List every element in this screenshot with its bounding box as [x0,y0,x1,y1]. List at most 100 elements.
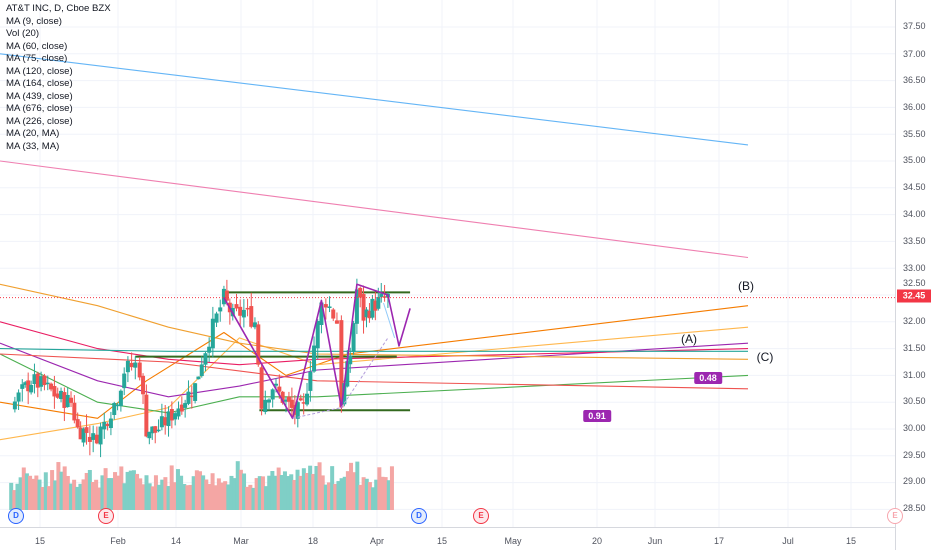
volume-bar [50,470,55,510]
time-axis[interactable] [0,527,895,551]
candle-body [137,362,142,378]
indicator-ma-9[interactable]: MA (9, close) [6,15,62,27]
volume-bar [163,477,168,510]
indicator-volume[interactable]: Vol (20) [6,28,40,39]
candle-body [323,304,328,308]
volume-bar [223,481,228,510]
volume-bar [153,475,158,510]
candle-body [354,289,359,324]
volume-bar [194,470,199,510]
volume-bar [254,478,259,510]
volume-bar [68,483,73,510]
earnings-event-icon[interactable]: E [887,508,903,524]
volume-bar [323,484,328,510]
candle-body [301,402,306,404]
volume-bar [292,479,297,510]
candle-body [129,362,134,368]
ratio-label: 0.91 [583,410,611,422]
price-tick: 34.00 [903,209,926,219]
volume-bar [352,472,357,510]
candle-body [342,383,347,405]
time-tick: 15 [845,536,857,546]
candle-body [256,324,261,365]
volume-bar [119,466,124,510]
moving-average-line [0,342,749,398]
time-tick: Mar [233,536,249,546]
indicator-ma-164[interactable]: MA (164, close) [6,78,73,89]
candle-body [98,426,103,445]
candle-body [348,355,353,365]
candle-body [376,297,381,309]
candle-body [72,402,77,421]
candle-body [361,294,366,321]
indicator-ma-60[interactable]: MA (60, close) [6,40,68,52]
volume-bar [40,486,45,510]
volume-bar [169,465,174,510]
moving-average-line [0,53,749,146]
volume-bar [109,478,114,510]
indicator-ma-439[interactable]: MA (439, close) [6,90,73,102]
candle-body [26,380,31,392]
candle-body [176,408,181,417]
last-price-marker: 32.45 [897,289,931,303]
indicator-ma-75[interactable]: MA (75, close) [6,53,68,64]
volume-bar [298,475,303,510]
volume-bar [91,481,96,510]
indicator-ma-226[interactable]: MA (226, close) [6,115,73,127]
candle-body [379,293,384,298]
time-tick: Jul [782,536,794,546]
candle-body [59,390,64,400]
volume-bar [304,473,309,510]
volume-bar [383,477,388,510]
candle-body [331,309,336,319]
indicator-ma-676[interactable]: MA (676, close) [6,103,73,114]
candle-body [241,309,246,318]
volume-bar [374,479,379,510]
earnings-event-icon[interactable]: E [98,508,114,524]
candle-body [153,426,158,433]
indicator-ma-33-ma[interactable]: MA (33, MA) [6,140,60,152]
volume-bar [128,470,133,510]
candle-body [35,373,40,388]
price-chart[interactable] [0,0,895,527]
candle-body [218,307,223,312]
volume-bar [245,486,250,510]
indicator-ma-20-ma[interactable]: MA (20, MA) [6,128,60,139]
price-tick: 33.00 [903,263,926,273]
candle-body [315,321,320,349]
candle-body [69,397,74,403]
candle-body [147,431,152,439]
volume-bar [24,473,29,510]
volume-bar [75,486,80,510]
candle-body [45,382,50,385]
chart-grid [0,0,895,527]
candle-body [270,389,275,400]
indicator-ma-120[interactable]: MA (120, close) [6,65,73,77]
volume-bar [282,471,287,510]
price-axis[interactable] [895,0,932,550]
volume-bar [339,478,344,510]
time-tick: 15 [436,536,448,546]
candle-body [91,433,96,440]
earnings-event-icon[interactable]: E [473,508,489,524]
candle-body [32,374,37,385]
volume-bar [267,475,272,510]
volume-bar [314,465,319,510]
volume-bar [125,471,130,510]
volume-bar [330,466,335,510]
candle-body [305,393,310,405]
candle-body [319,302,324,326]
candle-body [345,361,350,387]
candle-body [159,416,164,428]
volume-bar [333,483,338,510]
volume-bar [289,474,294,510]
volume-bar [113,472,118,510]
harmonic-pattern [223,283,411,420]
candle-body [122,373,127,389]
dividend-event-icon[interactable]: D [8,508,24,524]
volume-bar [179,475,184,510]
price-tick: 35.00 [903,155,926,165]
dividend-event-icon[interactable]: D [411,508,427,524]
volume-bar [197,471,202,510]
volume-bar [229,475,234,510]
